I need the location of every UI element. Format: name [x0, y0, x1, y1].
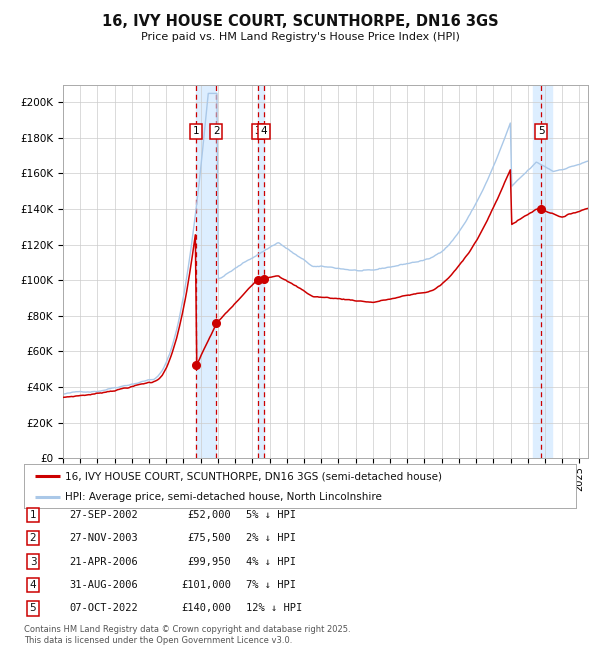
Text: 12% ↓ HPI: 12% ↓ HPI [246, 603, 302, 614]
Text: 16, IVY HOUSE COURT, SCUNTHORPE, DN16 3GS: 16, IVY HOUSE COURT, SCUNTHORPE, DN16 3G… [101, 14, 499, 29]
Text: 3: 3 [29, 556, 37, 567]
Bar [196, 84, 217, 458]
Bar [533, 84, 552, 458]
Text: £75,500: £75,500 [187, 533, 231, 543]
Text: 27-SEP-2002: 27-SEP-2002 [69, 510, 138, 520]
Text: 2: 2 [213, 126, 220, 136]
Text: 5% ↓ HPI: 5% ↓ HPI [246, 510, 296, 520]
Text: 31-AUG-2006: 31-AUG-2006 [69, 580, 138, 590]
Text: 2% ↓ HPI: 2% ↓ HPI [246, 533, 296, 543]
Bar [257, 84, 264, 458]
Text: 3: 3 [254, 126, 261, 136]
Text: Contains HM Land Registry data © Crown copyright and database right 2025.
This d: Contains HM Land Registry data © Crown c… [24, 625, 350, 645]
Text: £52,000: £52,000 [187, 510, 231, 520]
Text: 2: 2 [29, 533, 37, 543]
Text: 21-APR-2006: 21-APR-2006 [69, 556, 138, 567]
Text: 16, IVY HOUSE COURT, SCUNTHORPE, DN16 3GS (semi-detached house): 16, IVY HOUSE COURT, SCUNTHORPE, DN16 3G… [65, 471, 442, 481]
Text: 4% ↓ HPI: 4% ↓ HPI [246, 556, 296, 567]
Text: 27-NOV-2003: 27-NOV-2003 [69, 533, 138, 543]
Text: £99,950: £99,950 [187, 556, 231, 567]
Text: HPI: Average price, semi-detached house, North Lincolnshire: HPI: Average price, semi-detached house,… [65, 492, 382, 502]
Text: 7% ↓ HPI: 7% ↓ HPI [246, 580, 296, 590]
Text: 4: 4 [29, 580, 37, 590]
Text: 1: 1 [29, 510, 37, 520]
Text: 1: 1 [193, 126, 200, 136]
Text: 4: 4 [260, 126, 267, 136]
Text: £101,000: £101,000 [181, 580, 231, 590]
Text: 5: 5 [538, 126, 544, 136]
Text: Price paid vs. HM Land Registry's House Price Index (HPI): Price paid vs. HM Land Registry's House … [140, 32, 460, 42]
Text: 5: 5 [29, 603, 37, 614]
Text: £140,000: £140,000 [181, 603, 231, 614]
Text: 07-OCT-2022: 07-OCT-2022 [69, 603, 138, 614]
